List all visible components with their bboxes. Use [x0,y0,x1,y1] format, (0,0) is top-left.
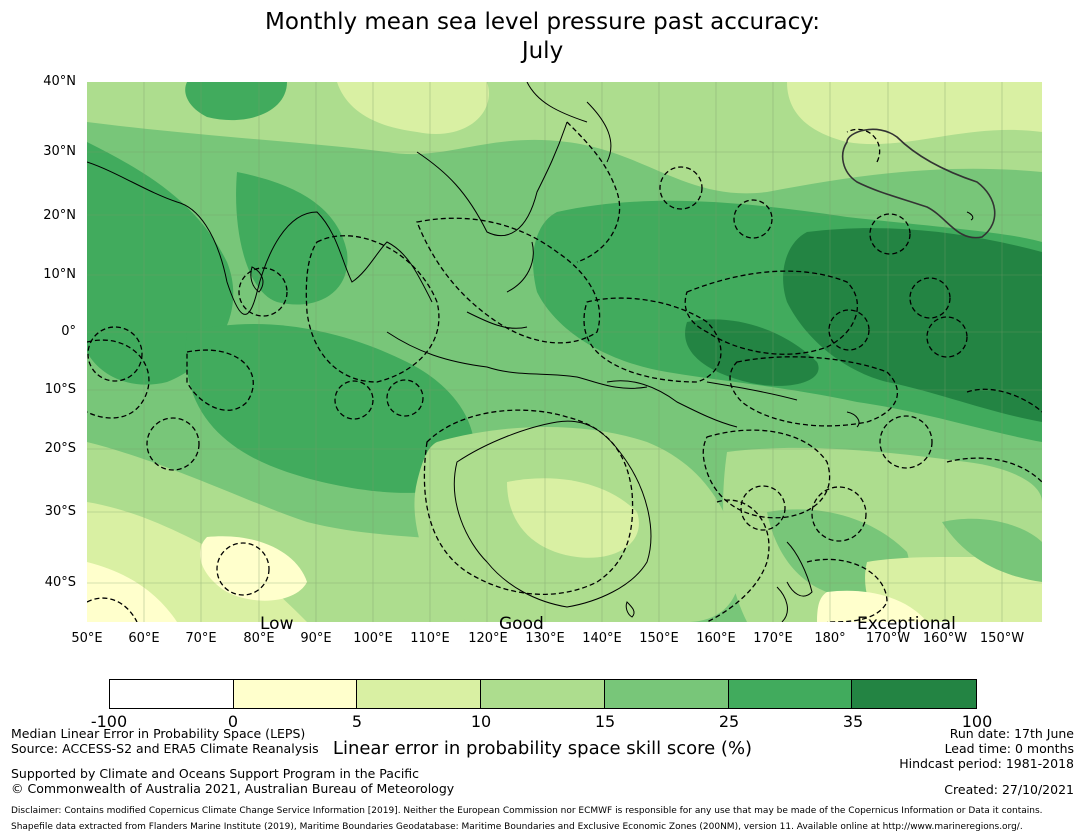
colorbar-tick: -100 [90,712,128,731]
lon-label: 160°W [922,631,968,646]
run-date: Run date: 17th June [949,726,1074,741]
lat-label-0: 0° [61,324,76,339]
colorbar-segment [357,680,482,708]
footer-copyright: © Commonwealth of Australia 2021, Austra… [11,781,455,796]
quality-label-good: Good [499,614,544,634]
colorbar-segment [481,680,605,708]
lon-label: 170°W [865,631,911,646]
footer-support: Supported by Climate and Oceans Support … [11,766,420,781]
lon-label: 90°E [300,631,332,646]
lat-label-30n: 30°N [43,144,76,159]
colorbar-tick: 25 [718,712,740,731]
lat-label-40n: 40°N [43,74,76,89]
colorbar-segment [233,680,358,708]
lon-label: 150°W [979,631,1025,646]
colorbar [109,679,977,709]
eez-boundaries [87,121,1042,622]
created-date: Created: 27/10/2021 [944,782,1074,797]
colorbar-tick: 10 [470,712,492,731]
colorbar-segment [852,680,977,708]
colorbar-tick: 35 [842,712,864,731]
lon-label: 50°E [71,631,103,646]
disclaimer-copernicus: Disclaimer: Contains modified Copernicus… [11,806,1043,816]
chart-title: Monthly mean sea level pressure past acc… [265,9,820,64]
colorbar-segment [110,680,234,708]
footer-source: Source: ACCESS-S2 and ERA5 Climate Reana… [11,741,319,756]
lat-label-40s: 40°S [44,575,76,590]
graticule [87,82,1042,622]
coastlines [87,82,974,622]
colorbar-tick: 15 [594,712,616,731]
lon-label: 180° [814,631,846,646]
lon-label: 120°E [468,631,508,646]
lon-label: 80°E [243,631,275,646]
lon-label: 60°E [128,631,160,646]
lead-time: Lead time: 0 months [944,741,1074,756]
quality-label-exceptional: Exceptional [857,614,956,634]
lon-label: 100°E [353,631,393,646]
colorbar-tick: 5 [351,712,363,731]
lon-label: 130°E [525,631,565,646]
lon-label: 70°E [185,631,217,646]
quality-label-low: Low [260,614,294,634]
colorbar-tick: 100 [961,712,993,731]
hawaii-eez-outline [841,128,996,239]
lat-label-20n: 20°N [43,208,76,223]
lon-label: 140°E [582,631,622,646]
lat-label-10n: 10°N [43,267,76,282]
colorbar-segment [604,680,729,708]
lat-label-20s: 20°S [44,441,76,456]
lat-label-30s: 30°S [44,504,76,519]
lon-label: 170°E [753,631,793,646]
footer-method: Median Linear Error in Probability Space… [11,726,306,741]
lat-label-10s: 10°S [44,382,76,397]
lon-label: 160°E [696,631,736,646]
lon-label: 150°E [639,631,679,646]
skill-map [87,82,1042,622]
colorbar-tick: 0 [227,712,239,731]
colorbar-label: Linear error in probability space skill … [332,738,753,759]
colorbar-segment [728,680,853,708]
lon-label: 110°E [410,631,450,646]
hindcast-period: Hindcast period: 1981-2018 [899,756,1074,771]
disclaimer-shapefile: Shapefile data extracted from Flanders M… [11,822,1023,832]
